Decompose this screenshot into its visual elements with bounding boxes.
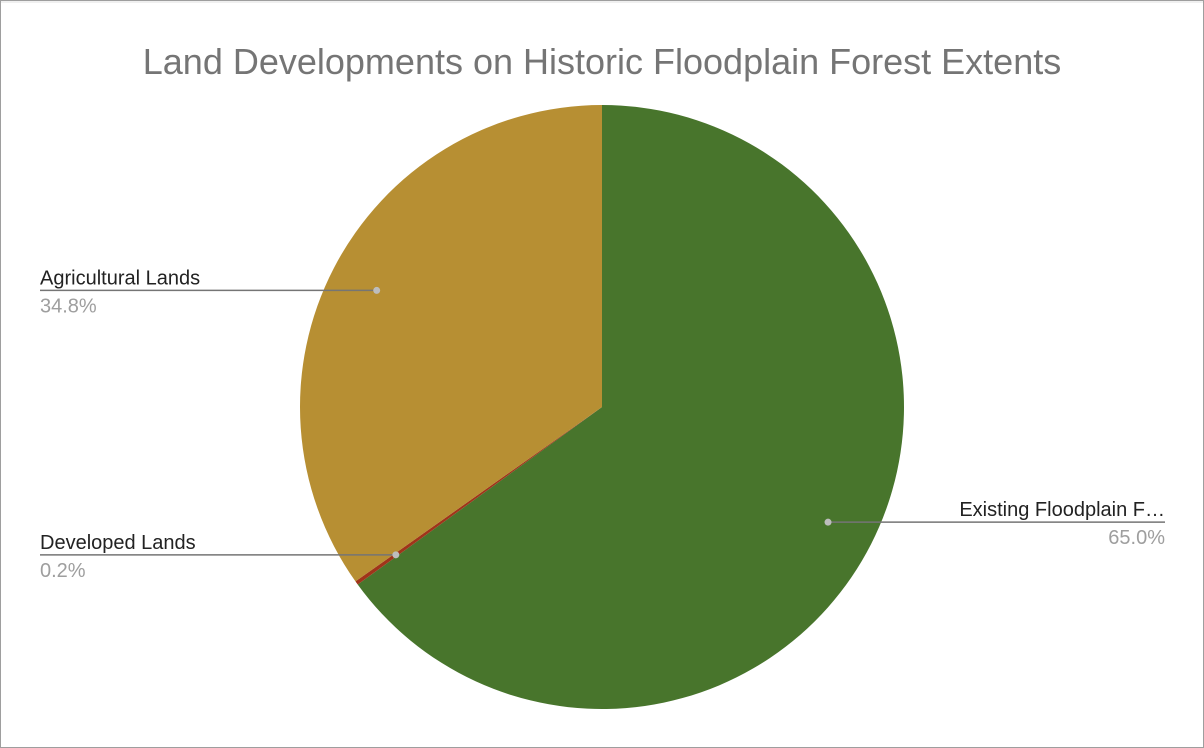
callout-dot-agricultural-lands xyxy=(373,286,381,294)
slice-label-existing-floodplain-f: Existing Floodplain F… xyxy=(959,499,1165,521)
pie-slice-existing-floodplain-f[interactable] xyxy=(357,105,904,710)
pie-callouts: Existing Floodplain F… 65.0% Developed Lan… xyxy=(40,267,1165,582)
pie-slice-agricultural-lands[interactable] xyxy=(299,105,602,582)
callout-dot-existing-floodplain-f xyxy=(824,518,832,526)
slice-label-agricultural-lands: Agricultural Lands xyxy=(40,267,200,289)
chart-title: Land Developments on Historic Floodplain… xyxy=(143,41,1061,82)
pie-slices xyxy=(299,105,904,710)
pie-slice-developed-lands[interactable] xyxy=(355,407,602,585)
slice-value-existing-floodplain-f: 65.0% xyxy=(1108,527,1165,549)
callout-dot-developed-lands xyxy=(392,551,400,559)
slice-label-developed-lands: Developed Lands xyxy=(40,532,196,554)
slice-value-agricultural-lands: 34.8% xyxy=(40,295,97,317)
slice-value-developed-lands: 0.2% xyxy=(40,560,86,582)
